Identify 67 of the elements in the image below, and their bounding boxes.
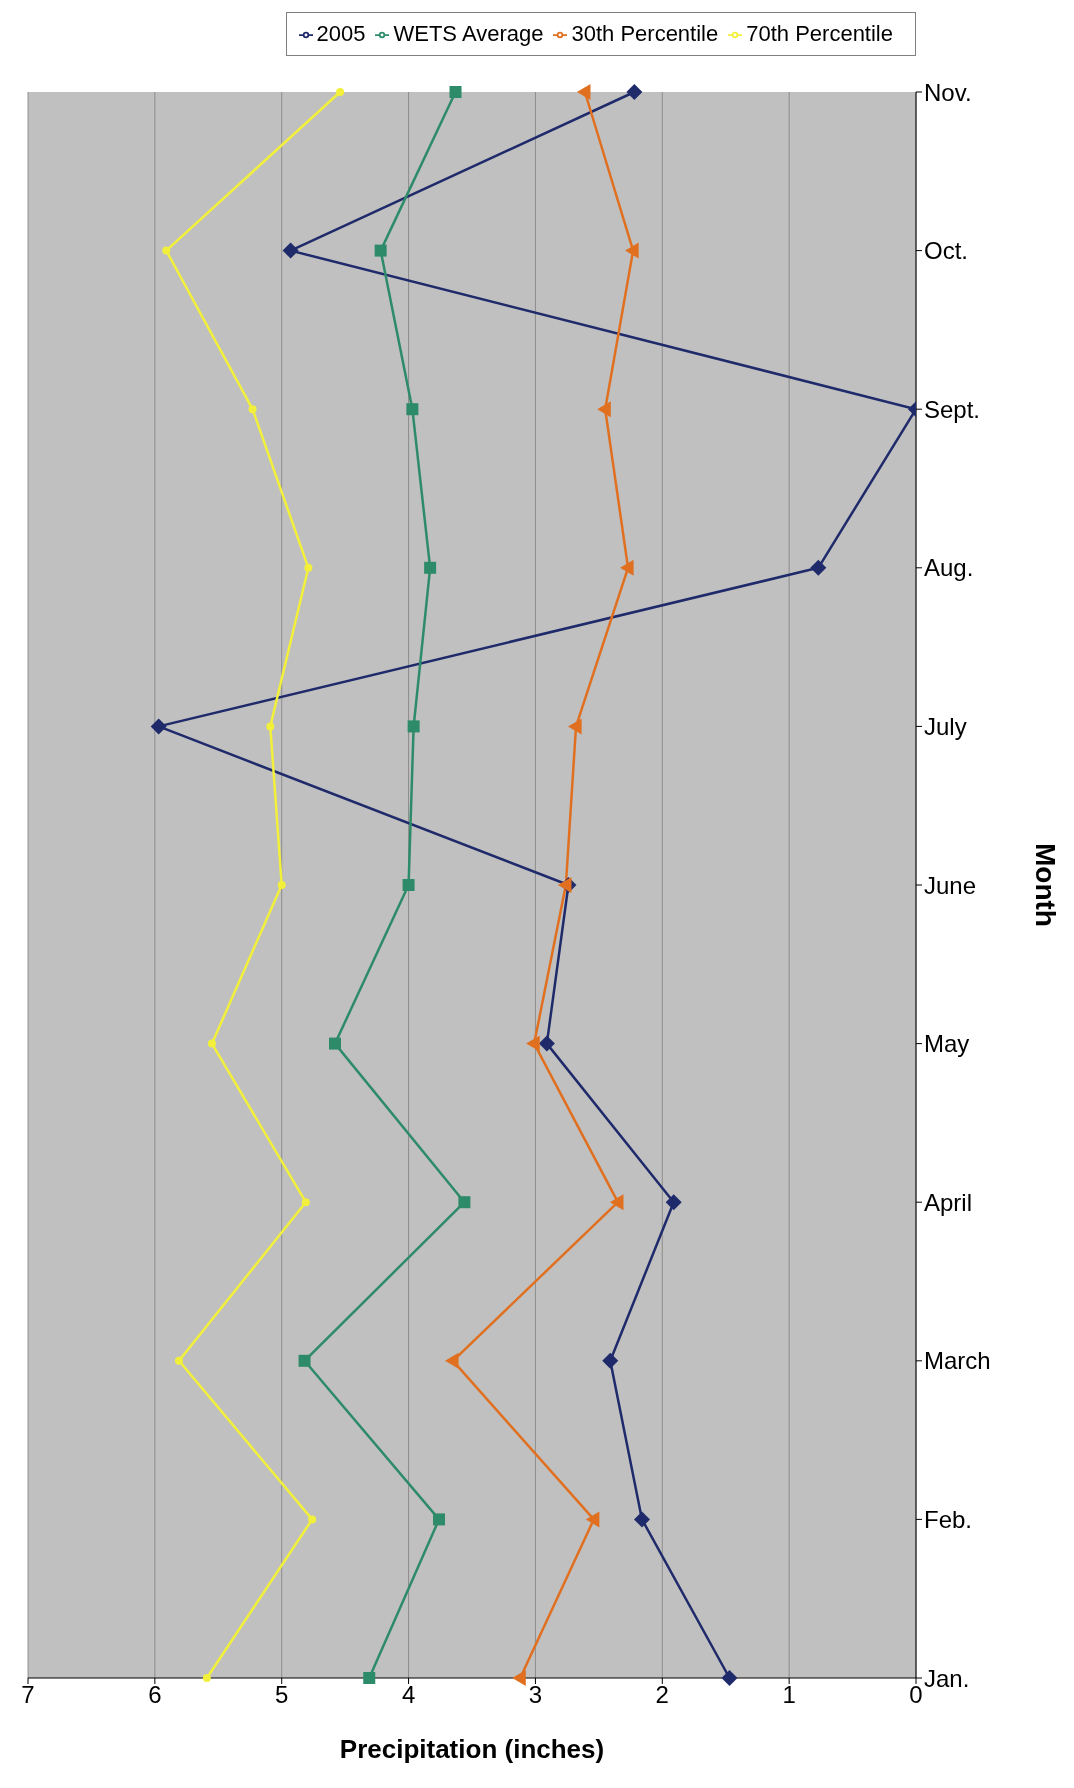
point <box>625 242 639 259</box>
point <box>576 84 591 100</box>
x-tick-label: 0 <box>909 1681 923 1709</box>
point <box>402 879 415 891</box>
legend-label: 70th Percentile <box>746 21 893 46</box>
point <box>304 563 313 572</box>
point <box>406 403 419 416</box>
y-tick-label: Nov. <box>924 78 972 106</box>
point <box>810 559 827 576</box>
point <box>585 1511 600 1528</box>
point <box>597 401 611 418</box>
point <box>282 242 299 259</box>
y-tick-label: April <box>924 1188 973 1216</box>
point <box>336 88 345 96</box>
point <box>207 1039 216 1048</box>
y-tick-label: Aug. <box>924 554 974 582</box>
y-axis-title: Month <box>1030 843 1062 927</box>
point <box>328 1037 341 1050</box>
point <box>602 1352 619 1369</box>
point <box>721 1670 738 1686</box>
point <box>374 244 387 257</box>
point <box>512 1670 526 1686</box>
x-tick-label: 6 <box>148 1681 162 1709</box>
point <box>424 561 437 574</box>
point <box>609 1194 624 1211</box>
point <box>568 718 582 735</box>
point <box>620 559 634 576</box>
point <box>202 1674 211 1682</box>
point <box>665 1194 682 1211</box>
y-tick-label: July <box>924 712 967 740</box>
y-tick-label: Sept. <box>924 395 981 423</box>
legend-label: WETS Average <box>393 21 544 46</box>
x-axis-title: Precipitation (inches) <box>339 1734 605 1764</box>
point <box>298 1354 311 1367</box>
legend-label: 30th Percentile <box>571 21 719 46</box>
point <box>308 1515 317 1524</box>
point <box>301 1198 310 1207</box>
x-tick-label: 1 <box>782 1681 796 1709</box>
point <box>458 1196 471 1209</box>
point <box>538 1035 555 1052</box>
point <box>162 246 171 255</box>
y-tick-label: May <box>924 1030 970 1058</box>
point <box>277 881 286 889</box>
x-tick-label: 4 <box>401 1681 416 1709</box>
point <box>626 84 643 100</box>
point <box>407 720 420 733</box>
y-tick-label: Jan. <box>924 1664 970 1692</box>
point <box>444 1352 459 1369</box>
legend-label: 2005 <box>316 21 366 46</box>
x-tick-label: 7 <box>21 1681 35 1709</box>
point <box>433 1513 446 1526</box>
point <box>449 86 462 98</box>
x-tick-label: 2 <box>655 1681 669 1709</box>
y-tick-label: March <box>924 1347 991 1375</box>
point <box>174 1356 183 1365</box>
point <box>150 718 167 735</box>
point <box>266 722 275 731</box>
point <box>557 877 572 893</box>
x-tick-label: 5 <box>275 1681 289 1709</box>
x-tick-label: 3 <box>528 1681 543 1709</box>
y-tick-label: Oct. <box>924 237 969 265</box>
point <box>248 405 257 414</box>
point <box>633 1511 650 1528</box>
y-tick-label: Feb. <box>924 1505 973 1533</box>
point <box>363 1672 376 1684</box>
y-tick-label: June <box>924 871 977 899</box>
point <box>526 1035 540 1052</box>
